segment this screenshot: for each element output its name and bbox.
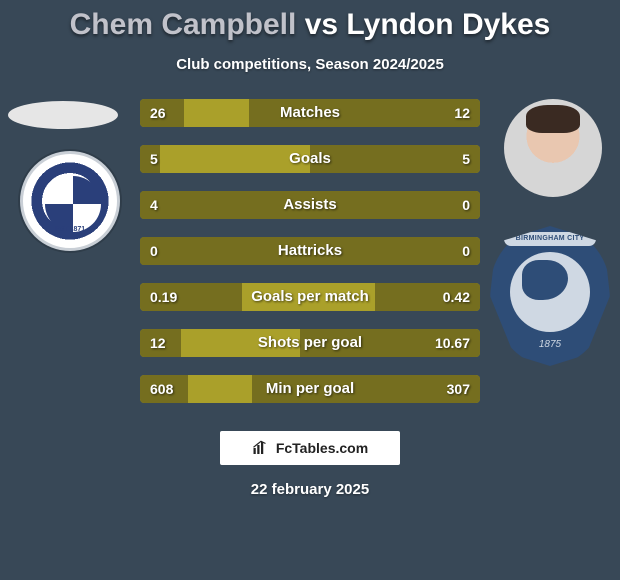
stat-label: Matches	[140, 99, 480, 127]
stat-row: 00Hattricks	[140, 237, 480, 265]
chart-icon	[252, 439, 270, 457]
stat-row: 1210.67Shots per goal	[140, 329, 480, 357]
stat-label: Hattricks	[140, 237, 480, 265]
stat-row: 55Goals	[140, 145, 480, 173]
stat-row: 40Assists	[140, 191, 480, 219]
brand-badge: FcTables.com	[220, 431, 400, 465]
player2-club-crest: BIRMINGHAM CITY 1875	[490, 226, 610, 366]
crest-pattern	[45, 176, 101, 232]
stat-row: 0.190.42Goals per match	[140, 283, 480, 311]
crest-ribbon: BIRMINGHAM CITY	[504, 232, 596, 246]
player1-name: Chem Campbell	[70, 8, 297, 41]
stat-label: Min per goal	[140, 375, 480, 403]
subtitle: Club competitions, Season 2024/2025	[0, 56, 620, 73]
player2-name: Lyndon Dykes	[346, 8, 550, 41]
stat-rows: 2612Matches 55Goals 40Assists 00Hattricks 0.…	[140, 99, 480, 421]
stat-row: 608307Min per goal	[140, 375, 480, 403]
player2-avatar	[504, 99, 602, 197]
comparison-stage: BIRMINGHAM CITY 1875 2612Matches 55Goals 4…	[0, 81, 620, 541]
stat-row: 2612Matches	[140, 99, 480, 127]
crest-globe-icon	[510, 252, 590, 332]
comparison-title: Chem Campbell vs Lyndon Dykes	[0, 0, 620, 42]
stat-label: Shots per goal	[140, 329, 480, 357]
stat-label: Goals per match	[140, 283, 480, 311]
stat-label: Goals	[140, 145, 480, 173]
vs-text: vs	[305, 8, 338, 41]
player1-avatar-placeholder	[8, 101, 118, 129]
player1-club-crest	[20, 151, 120, 251]
stat-label: Assists	[140, 191, 480, 219]
crest-year: 1875	[490, 339, 610, 350]
snapshot-date: 22 february 2025	[0, 481, 620, 498]
brand-text: FcTables.com	[276, 440, 368, 456]
